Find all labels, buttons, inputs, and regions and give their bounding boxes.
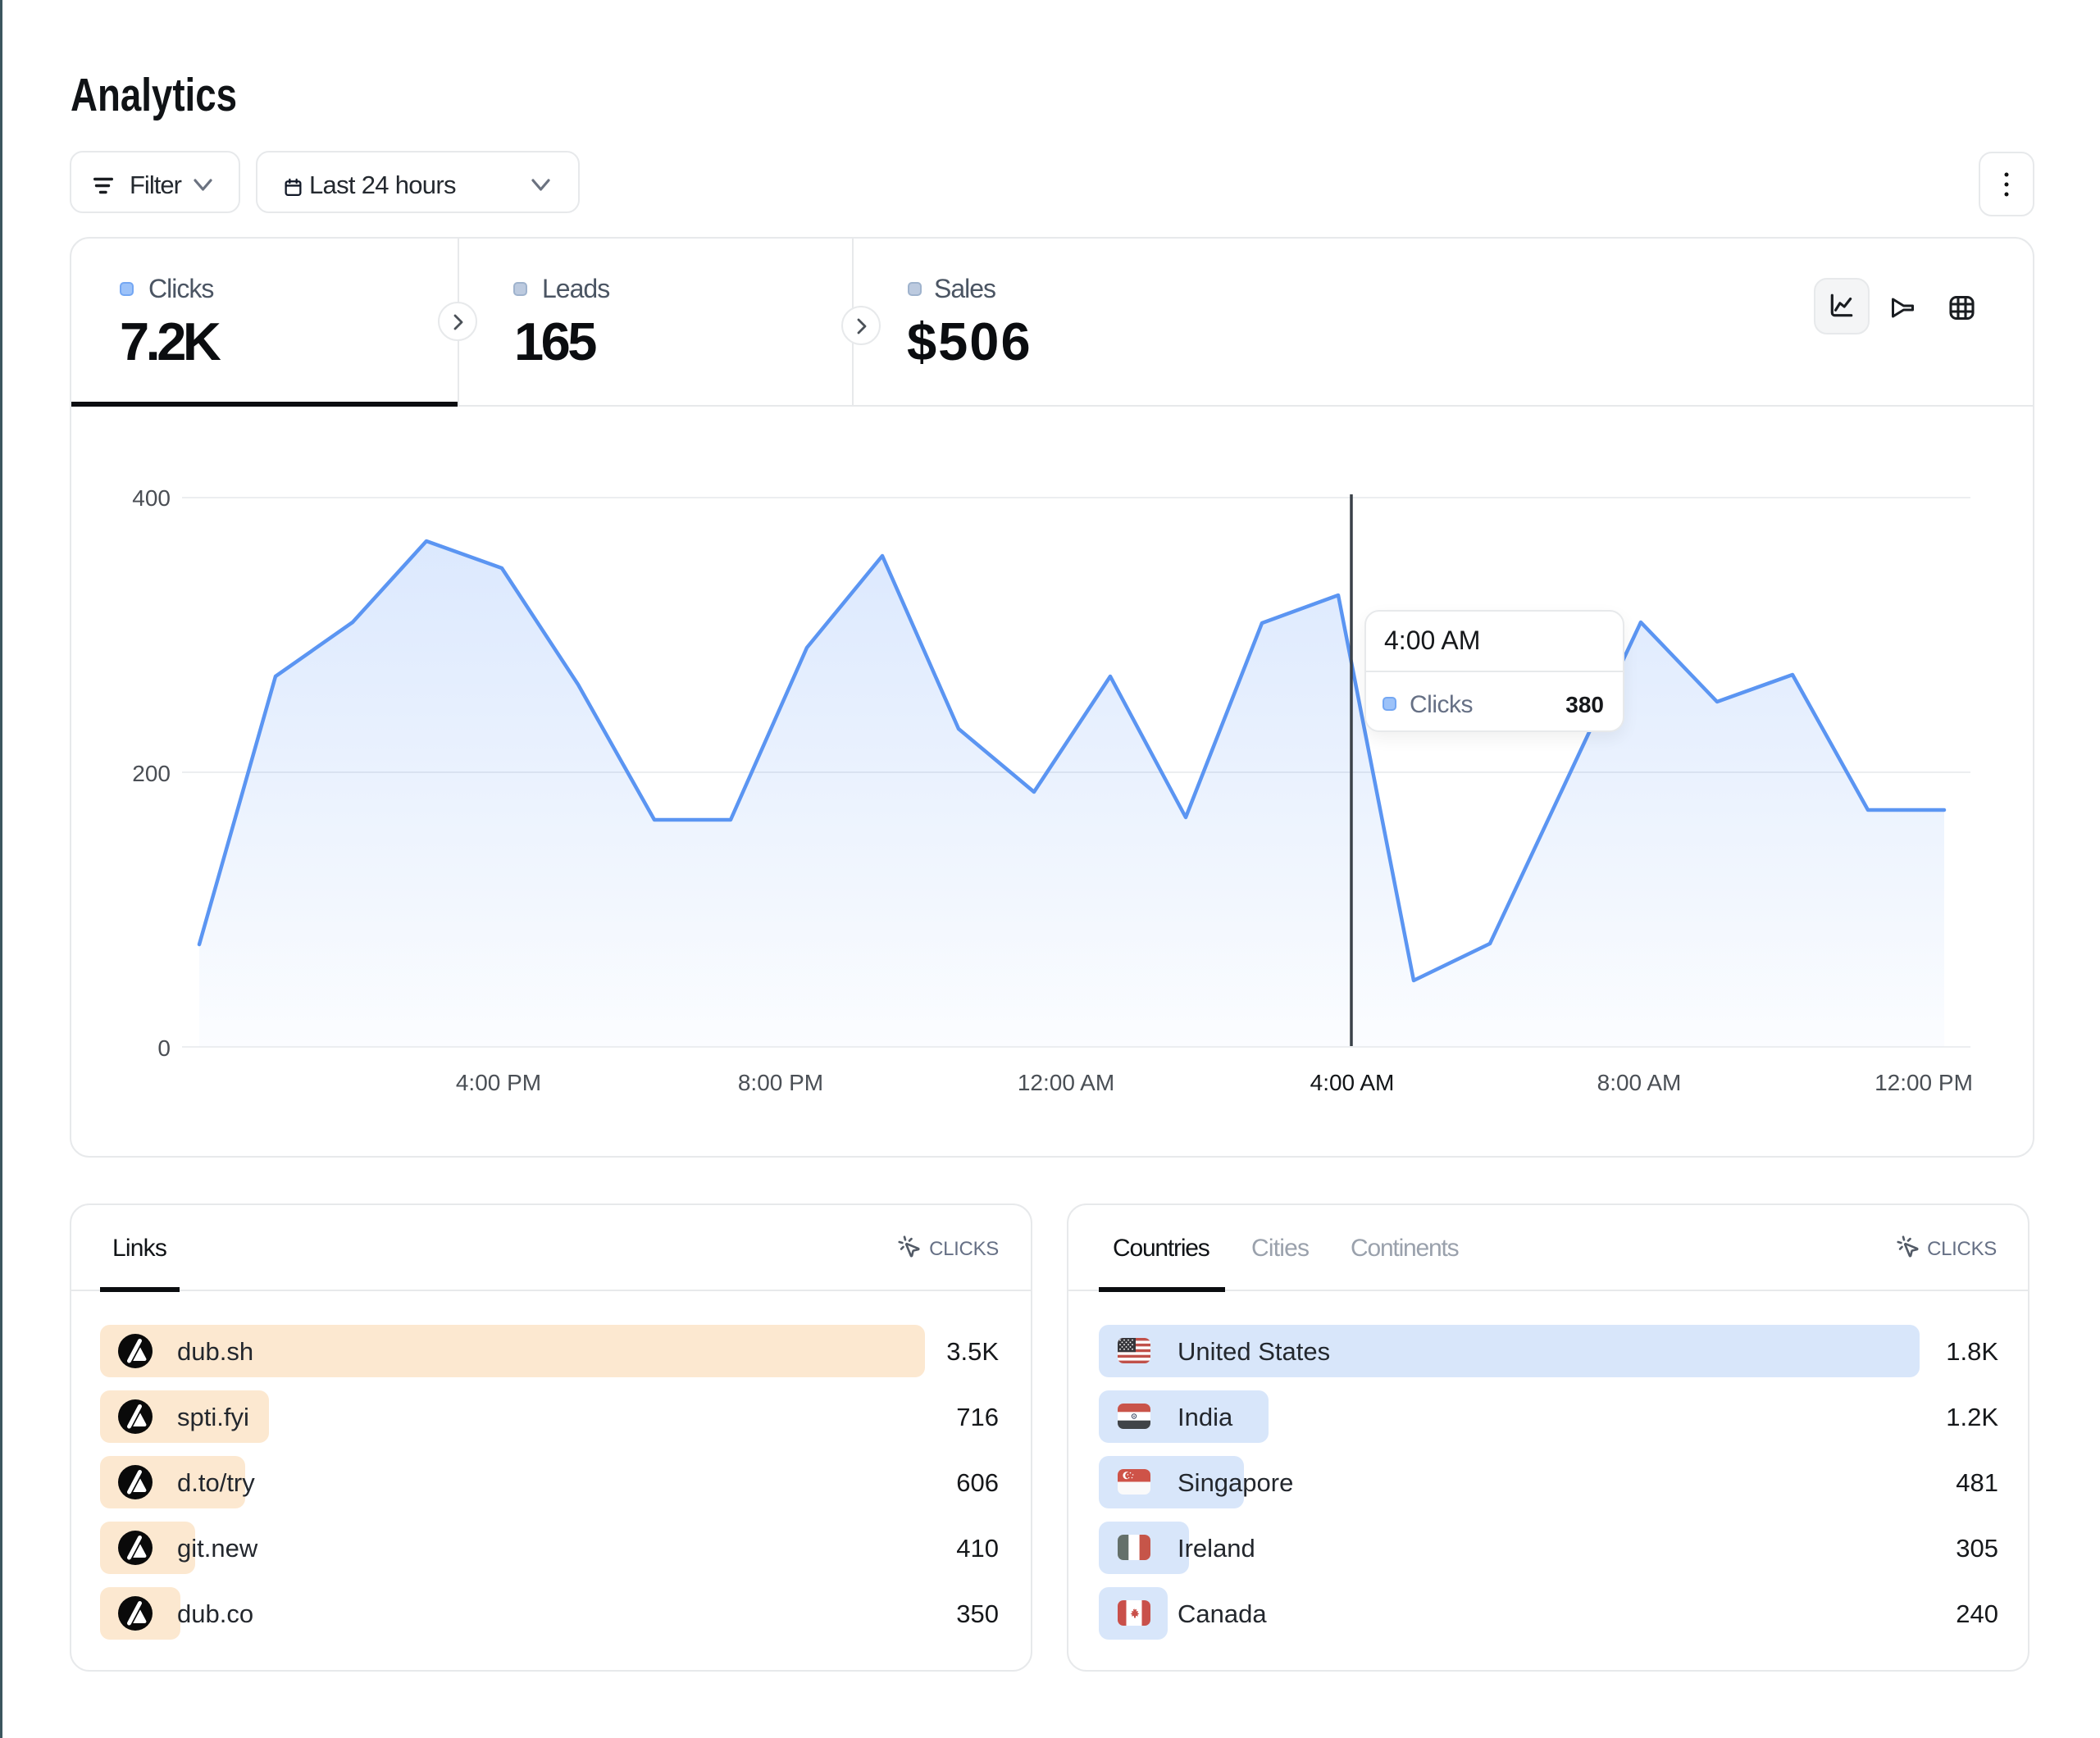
svg-text:Analytics: Analytics <box>71 72 237 121</box>
